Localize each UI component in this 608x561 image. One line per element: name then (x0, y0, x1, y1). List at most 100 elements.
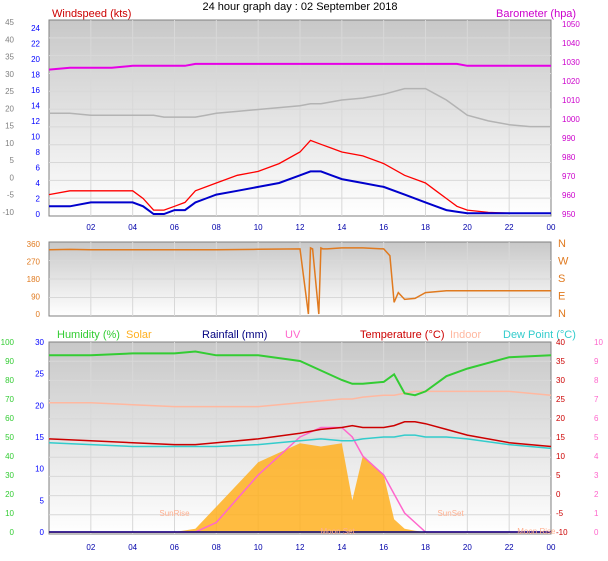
y-tick-label: 0 (10, 528, 15, 537)
y-tick-label: 22 (31, 40, 40, 49)
y-tick-label: N (558, 238, 566, 250)
y-tick-label: 6 (36, 164, 41, 173)
x-tick-label: 16 (379, 223, 388, 232)
y-tick-label: 950 (562, 210, 576, 219)
y-tick-label: 0 (36, 210, 41, 219)
legend-item: Solar (126, 329, 152, 341)
annotation-label: SunSet (437, 509, 464, 518)
direction-left-axis: 360 270 180 90 0 (27, 240, 41, 319)
y-tick-label: 10 (31, 133, 40, 142)
x-tick-label: 10 (254, 223, 263, 232)
x-tick-label: 04 (128, 543, 137, 552)
annotation-label: SunRise (159, 509, 190, 518)
wind-gridlines (49, 20, 551, 216)
x-tick-label: 12 (296, 543, 305, 552)
y-tick-label: 60 (5, 414, 14, 423)
y-tick-label: 0 (594, 528, 599, 537)
legend-item: Indoor (450, 329, 482, 341)
y-tick-label: 0 (556, 490, 561, 499)
y-tick-label: 4 (594, 452, 599, 461)
y-tick-label: 45 (5, 18, 14, 27)
page-title: 24 hour graph day : 02 September 2018 (202, 1, 397, 13)
y-tick-label: 9 (594, 357, 599, 366)
y-tick-label: 20 (31, 55, 40, 64)
y-tick-label: 960 (562, 191, 576, 200)
y-tick-label: 3 (594, 471, 599, 480)
temp-panel: Humidity (%) Solar Rainfall (mm) UV Temperat… (1, 329, 604, 552)
barometer-axis-label: Barometer (hpa) (496, 8, 576, 20)
y-tick-label: 0 (10, 173, 15, 182)
y-tick-label: 20 (35, 401, 44, 410)
barometer-trace-line (49, 87, 551, 128)
y-tick-label: 990 (562, 134, 576, 143)
y-tick-label: 18 (31, 71, 40, 80)
y-tick-label: -10 (556, 528, 568, 537)
x-tick-label: 10 (254, 543, 263, 552)
x-tick-label: 14 (337, 543, 346, 552)
wind-x-ticks: 02 04 06 08 10 12 14 16 18 20 22 00 (86, 223, 556, 232)
x-tick-label: 06 (170, 543, 179, 552)
y-tick-label: 8 (36, 148, 41, 157)
y-tick-label: 5 (594, 433, 599, 442)
y-tick-label: 10 (5, 139, 14, 148)
windspeed-line (48, 139, 551, 214)
y-tick-label: W (558, 256, 569, 268)
y-tick-label: 14 (31, 102, 40, 111)
y-tick-label: 10 (35, 465, 44, 474)
y-tick-label: 50 (5, 433, 14, 442)
y-tick-label: 15 (35, 433, 44, 442)
y-tick-label: 2 (36, 195, 41, 204)
legend-item: UV (285, 329, 301, 341)
y-tick-label: 90 (5, 357, 14, 366)
y-tick-label: 70 (5, 395, 14, 404)
wind-direction-line (48, 246, 551, 315)
y-tick-label: 1040 (562, 39, 580, 48)
y-tick-label: 360 (27, 240, 41, 249)
x-tick-label: 20 (463, 223, 472, 232)
x-tick-label: 22 (505, 543, 514, 552)
legend-item: Rainfall (mm) (202, 329, 267, 341)
indoor-line (49, 390, 552, 408)
legend-item: Temperature (°C) (360, 329, 444, 341)
dewpoint-line (48, 434, 552, 450)
y-tick-label: 16 (31, 86, 40, 95)
y-tick-label: E (558, 291, 565, 303)
x-tick-label: 20 (463, 543, 472, 552)
y-tick-label: 2 (594, 490, 599, 499)
temperature-line (48, 421, 552, 448)
y-tick-label: 40 (5, 452, 14, 461)
y-tick-label: 1030 (562, 58, 580, 67)
y-tick-label: 5 (10, 156, 15, 165)
y-tick-label: 35 (556, 357, 565, 366)
legend-item: Humidity (%) (57, 329, 120, 341)
y-tick-label: 10 (594, 338, 603, 347)
y-tick-label: 10 (556, 452, 565, 461)
y-tick-label: 20 (5, 104, 14, 113)
x-tick-label: 18 (421, 223, 430, 232)
sun-moon-annotations: SunRise SunSet Moon Set Moon Rise (159, 509, 556, 536)
x-tick-label: 02 (86, 223, 95, 232)
temp-legend: Humidity (%) Solar Rainfall (mm) UV Temperat… (57, 329, 576, 341)
wind-left-axis-scale2: 45 40 35 30 25 20 15 10 5 0 -5 -10 (2, 18, 14, 217)
x-tick-label: 14 (337, 223, 346, 232)
y-tick-label: 30 (556, 376, 565, 385)
y-tick-label: 40 (5, 35, 14, 44)
y-tick-label: 40 (556, 338, 565, 347)
legend-item: Dew Point (°C) (503, 329, 576, 341)
y-tick-label: 80 (5, 376, 14, 385)
y-tick-label: 8 (594, 376, 599, 385)
y-tick-label: 980 (562, 153, 576, 162)
windavg-line (49, 170, 551, 215)
barometer-line (48, 62, 551, 71)
y-tick-label: 25 (5, 87, 14, 96)
annotation-label: Moon Rise (517, 527, 556, 536)
x-tick-label: 12 (296, 223, 305, 232)
y-tick-label: -5 (556, 509, 564, 518)
x-tick-label: 00 (547, 543, 556, 552)
y-tick-label: 25 (556, 395, 565, 404)
x-tick-label: 02 (86, 543, 95, 552)
